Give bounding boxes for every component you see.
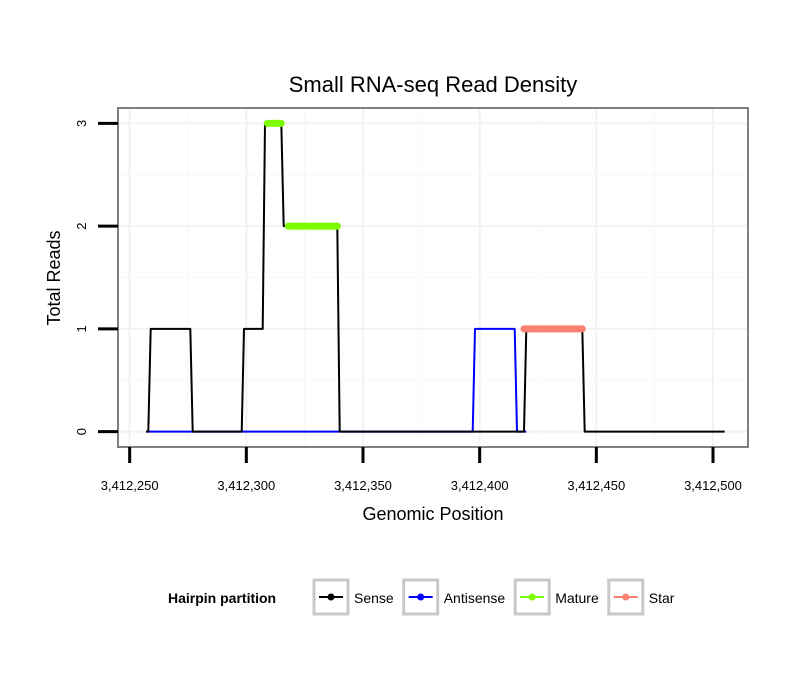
grid-lines: [118, 108, 748, 447]
sense-series-line: [146, 122, 725, 433]
legend-label-sense: Sense: [354, 590, 394, 606]
y-axis-label: Total Reads: [44, 230, 64, 325]
legend: Hairpin partition Sense Antisense Mature St…: [168, 578, 675, 616]
x-tick-label: 3,412,250: [101, 478, 159, 493]
y-tick-label: 1: [74, 325, 89, 332]
series-layer: [146, 119, 725, 433]
legend-title: Hairpin partition: [168, 590, 276, 606]
plot-border: [117, 107, 749, 448]
x-tick-label: 3,412,500: [684, 478, 742, 493]
legend-key-point: [417, 593, 425, 601]
legend-key-point: [622, 593, 630, 601]
x-axis: 3,412,250 3,412,300 3,412,350 3,412,400 3,41…: [101, 447, 742, 493]
legend-label-antisense: Antisense: [444, 590, 506, 606]
legend-key-point: [528, 593, 536, 601]
x-tick-label: 3,412,350: [334, 478, 392, 493]
y-axis: 0 1 2 3: [74, 120, 118, 435]
x-tick-label: 3,412,400: [451, 478, 509, 493]
chart-title: Small RNA-seq Read Density: [289, 72, 578, 97]
legend-item-antisense: Antisense: [402, 578, 506, 616]
legend-item-star: Star: [607, 578, 675, 616]
legend-item-mature: Mature: [513, 578, 599, 616]
legend-key-point: [327, 593, 335, 601]
legend-item-sense: Sense: [312, 578, 394, 616]
x-tick-label: 3,412,450: [567, 478, 625, 493]
y-tick-label: 0: [74, 428, 89, 435]
legend-label-mature: Mature: [555, 590, 599, 606]
legend-label-star: Star: [649, 590, 675, 606]
x-axis-label: Genomic Position: [362, 504, 503, 524]
x-tick-label: 3,412,300: [217, 478, 275, 493]
y-tick-label: 2: [74, 223, 89, 230]
y-tick-label: 3: [74, 120, 89, 127]
